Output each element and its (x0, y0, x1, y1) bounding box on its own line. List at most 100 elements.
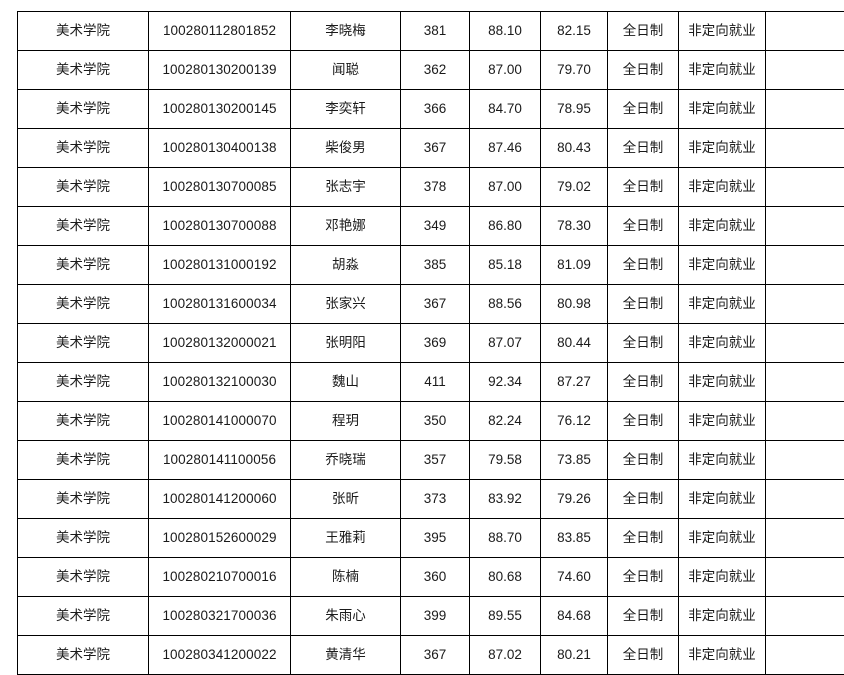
cell-category: 非定向就业 (679, 480, 766, 519)
cell-exam_id: 100280130400138 (149, 129, 291, 168)
cell-name: 黄清华 (291, 636, 401, 675)
cell-score2: 73.85 (541, 441, 608, 480)
cell-category: 非定向就业 (679, 12, 766, 51)
cell-remark (766, 402, 844, 441)
cell-total: 367 (401, 129, 470, 168)
cell-college: 美术学院 (18, 480, 149, 519)
cell-name: 张家兴 (291, 285, 401, 324)
cell-score1: 88.10 (470, 12, 541, 51)
cell-name: 朱雨心 (291, 597, 401, 636)
cell-score1: 87.02 (470, 636, 541, 675)
cell-category: 非定向就业 (679, 285, 766, 324)
cell-score1: 87.07 (470, 324, 541, 363)
cell-mode: 全日制 (608, 12, 679, 51)
cell-mode: 全日制 (608, 168, 679, 207)
cell-mode: 全日制 (608, 636, 679, 675)
cell-score2: 78.30 (541, 207, 608, 246)
cell-mode: 全日制 (608, 558, 679, 597)
cell-score2: 79.02 (541, 168, 608, 207)
cell-category: 非定向就业 (679, 519, 766, 558)
cell-mode: 全日制 (608, 90, 679, 129)
cell-mode: 全日制 (608, 51, 679, 90)
cell-total: 378 (401, 168, 470, 207)
cell-score2: 79.26 (541, 480, 608, 519)
cell-exam_id: 100280131600034 (149, 285, 291, 324)
cell-total: 366 (401, 90, 470, 129)
cell-exam_id: 100280130700085 (149, 168, 291, 207)
cell-category: 非定向就业 (679, 90, 766, 129)
cell-exam_id: 100280132000021 (149, 324, 291, 363)
cell-college: 美术学院 (18, 363, 149, 402)
cell-exam_id: 100280132100030 (149, 363, 291, 402)
cell-score1: 92.34 (470, 363, 541, 402)
cell-exam_id: 100280141200060 (149, 480, 291, 519)
cell-exam_id: 100280112801852 (149, 12, 291, 51)
cell-college: 美术学院 (18, 636, 149, 675)
cell-mode: 全日制 (608, 324, 679, 363)
cell-remark (766, 558, 844, 597)
cell-score1: 87.46 (470, 129, 541, 168)
cell-remark (766, 90, 844, 129)
cell-exam_id: 100280152600029 (149, 519, 291, 558)
cell-remark (766, 285, 844, 324)
cell-remark (766, 363, 844, 402)
cell-score2: 74.60 (541, 558, 608, 597)
cell-mode: 全日制 (608, 285, 679, 324)
cell-name: 李晓梅 (291, 12, 401, 51)
cell-score2: 80.21 (541, 636, 608, 675)
cell-college: 美术学院 (18, 90, 149, 129)
cell-name: 李奕轩 (291, 90, 401, 129)
cell-name: 柴俊男 (291, 129, 401, 168)
cell-college: 美术学院 (18, 168, 149, 207)
cell-name: 陈楠 (291, 558, 401, 597)
cell-total: 350 (401, 402, 470, 441)
cell-college: 美术学院 (18, 519, 149, 558)
cell-name: 王雅莉 (291, 519, 401, 558)
cell-name: 乔晓瑞 (291, 441, 401, 480)
cell-college: 美术学院 (18, 597, 149, 636)
cell-remark (766, 246, 844, 285)
cell-score2: 80.98 (541, 285, 608, 324)
cell-total: 369 (401, 324, 470, 363)
cell-score1: 87.00 (470, 51, 541, 90)
cell-category: 非定向就业 (679, 207, 766, 246)
cell-mode: 全日制 (608, 480, 679, 519)
cell-mode: 全日制 (608, 402, 679, 441)
cell-exam_id: 100280210700016 (149, 558, 291, 597)
cell-remark (766, 519, 844, 558)
cell-remark (766, 129, 844, 168)
cell-total: 395 (401, 519, 470, 558)
cell-mode: 全日制 (608, 597, 679, 636)
cell-mode: 全日制 (608, 246, 679, 285)
cell-total: 385 (401, 246, 470, 285)
cell-college: 美术学院 (18, 207, 149, 246)
cell-score2: 80.43 (541, 129, 608, 168)
cell-remark (766, 441, 844, 480)
cell-name: 邓艳娜 (291, 207, 401, 246)
cell-total: 373 (401, 480, 470, 519)
cell-score2: 78.95 (541, 90, 608, 129)
cell-total: 362 (401, 51, 470, 90)
cell-college: 美术学院 (18, 558, 149, 597)
cell-remark (766, 636, 844, 675)
cell-exam_id: 100280131000192 (149, 246, 291, 285)
cell-score1: 82.24 (470, 402, 541, 441)
cell-score1: 88.56 (470, 285, 541, 324)
cell-total: 381 (401, 12, 470, 51)
cell-college: 美术学院 (18, 285, 149, 324)
cell-exam_id: 100280341200022 (149, 636, 291, 675)
